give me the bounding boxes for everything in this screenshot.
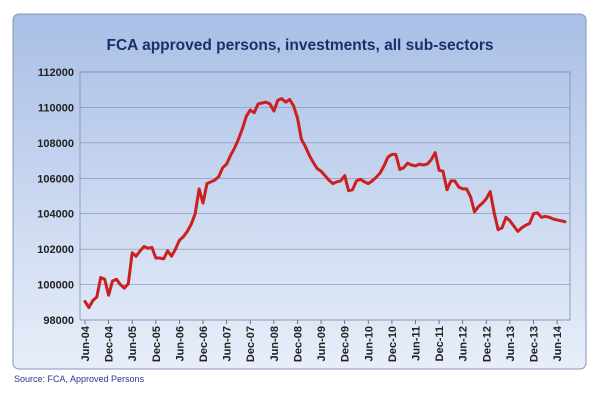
x-tick-label: Jun-07 [222,326,234,361]
x-tick-label: Jun-14 [552,325,564,361]
x-tick-label: Jun-08 [269,326,281,361]
x-tick-label: Dec-07 [245,326,257,362]
x-tick-label: Jun-09 [316,326,328,361]
source-note: Source: FCA, Approved Persons [14,374,145,384]
x-tick-label: Dec-05 [151,326,163,362]
plot-area-frame [79,71,571,321]
x-axis-tick-labels: Jun-04 Dec-04 Jun-05 Dec-05 Jun-06 Dec-06 Jun-… [80,320,564,362]
grid-lines [80,71,570,321]
y-tick-label: 108000 [37,138,74,150]
x-tick-label: Jun-05 [127,326,139,361]
y-tick-label: 106000 [37,173,74,185]
x-tick-label: Jun-11 [410,326,422,361]
series-layer [83,97,567,310]
y-tick-label: 110000 [38,102,74,114]
series-line [83,97,567,310]
chart-background [12,13,587,370]
x-tick-label: Jun-10 [363,326,375,361]
x-tick-label: Dec-13 [529,326,541,362]
y-tick-label: 112000 [38,67,74,79]
chart-title: FCA approved persons, investments, all s… [106,37,493,54]
x-tick-label: Dec-10 [387,326,399,362]
x-tick-label: Jun-12 [458,326,470,361]
x-tick-label: Dec-12 [481,326,493,362]
x-tick-label: Jun-13 [505,326,517,361]
x-tick-label: Dec-11 [434,326,446,361]
y-tick-label: 104000 [37,209,74,221]
x-tick-label: Dec-06 [198,326,210,362]
y-tick-label: 102000 [37,244,74,256]
x-tick-label: Dec-08 [292,326,304,362]
x-tick-label: Dec-09 [340,326,352,362]
x-tick-label: Jun-06 [174,326,186,361]
x-tick-label: Dec-04 [104,325,116,362]
x-tick-label: Jun-04 [80,325,92,361]
y-axis-tick-labels: 98000 100000 102000 104000 106000 108000 11000… [37,67,74,327]
y-tick-label: 98000 [43,315,74,327]
y-tick-label: 100000 [37,280,74,292]
